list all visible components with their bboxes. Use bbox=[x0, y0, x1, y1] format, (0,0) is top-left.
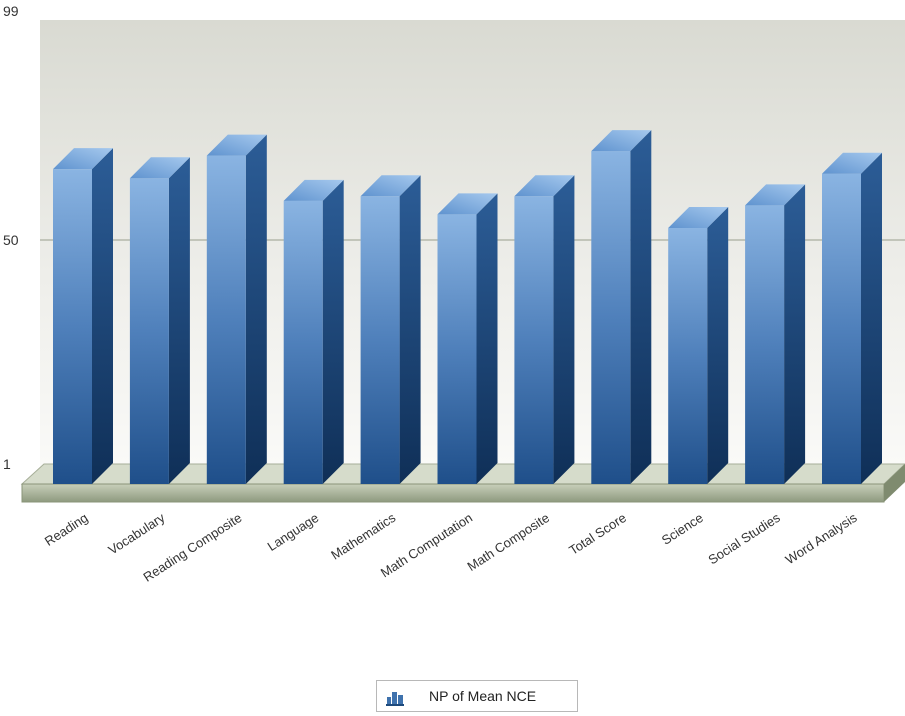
category-label: Science bbox=[659, 510, 706, 548]
bar-top bbox=[360, 175, 421, 197]
bar-side bbox=[784, 184, 806, 484]
bar-side bbox=[476, 193, 498, 484]
bar-side bbox=[553, 175, 575, 485]
bar-front bbox=[745, 205, 785, 484]
category-label: Total Score bbox=[566, 510, 629, 558]
bar bbox=[53, 148, 113, 484]
chart-base-front bbox=[21, 483, 885, 503]
bar-front bbox=[53, 169, 92, 484]
bar-side bbox=[322, 179, 344, 484]
bar-top bbox=[822, 152, 882, 174]
bar bbox=[129, 157, 190, 484]
bar-front bbox=[514, 196, 554, 485]
bar-side bbox=[92, 148, 113, 484]
bar bbox=[283, 179, 344, 484]
bar-top bbox=[591, 130, 652, 152]
bars-group bbox=[53, 130, 882, 485]
category-label: Math Composite bbox=[464, 510, 552, 574]
bar-side bbox=[707, 206, 729, 484]
bar-front bbox=[668, 227, 708, 484]
category-label: Vocabulary bbox=[105, 510, 168, 558]
bar-side bbox=[861, 152, 882, 484]
bar-front bbox=[822, 173, 861, 484]
bar bbox=[206, 134, 267, 484]
bar-front bbox=[437, 214, 477, 484]
bar bbox=[514, 175, 575, 485]
category-label: Language bbox=[265, 510, 322, 554]
category-label: Reading bbox=[42, 510, 91, 549]
bar-side bbox=[245, 134, 267, 484]
bar-chart-icon bbox=[386, 692, 404, 706]
bar bbox=[745, 184, 806, 484]
chart-base-side bbox=[884, 464, 905, 502]
bar-top bbox=[283, 179, 344, 201]
y-tick-label: 99 bbox=[3, 3, 19, 19]
category-label: Social Studies bbox=[705, 510, 783, 568]
bar bbox=[437, 193, 498, 484]
bar-side bbox=[630, 130, 652, 484]
bar-front bbox=[283, 200, 323, 484]
bar bbox=[591, 130, 652, 484]
bar-front bbox=[206, 155, 246, 484]
y-tick-label: 1 bbox=[3, 456, 11, 472]
bar-top bbox=[206, 134, 267, 156]
bar-side bbox=[399, 175, 421, 485]
bar bbox=[668, 206, 729, 484]
bar bbox=[822, 152, 882, 484]
y-tick-label: 50 bbox=[3, 232, 19, 248]
category-label: Word Analysis bbox=[783, 510, 860, 568]
bar-top bbox=[514, 175, 575, 197]
bar-front bbox=[591, 151, 631, 484]
legend-label: NP of Mean NCE bbox=[429, 688, 537, 704]
bar-front bbox=[129, 178, 169, 484]
bar-side bbox=[168, 157, 190, 484]
category-label: Mathematics bbox=[328, 510, 398, 563]
bar-top bbox=[437, 193, 498, 215]
bar-top bbox=[745, 184, 806, 206]
bar-top bbox=[668, 206, 729, 228]
bar-top bbox=[53, 148, 113, 170]
legend: NP of Mean NCE bbox=[376, 680, 578, 712]
bar-front bbox=[360, 196, 400, 485]
bar-top bbox=[129, 157, 190, 179]
bar bbox=[360, 175, 421, 485]
